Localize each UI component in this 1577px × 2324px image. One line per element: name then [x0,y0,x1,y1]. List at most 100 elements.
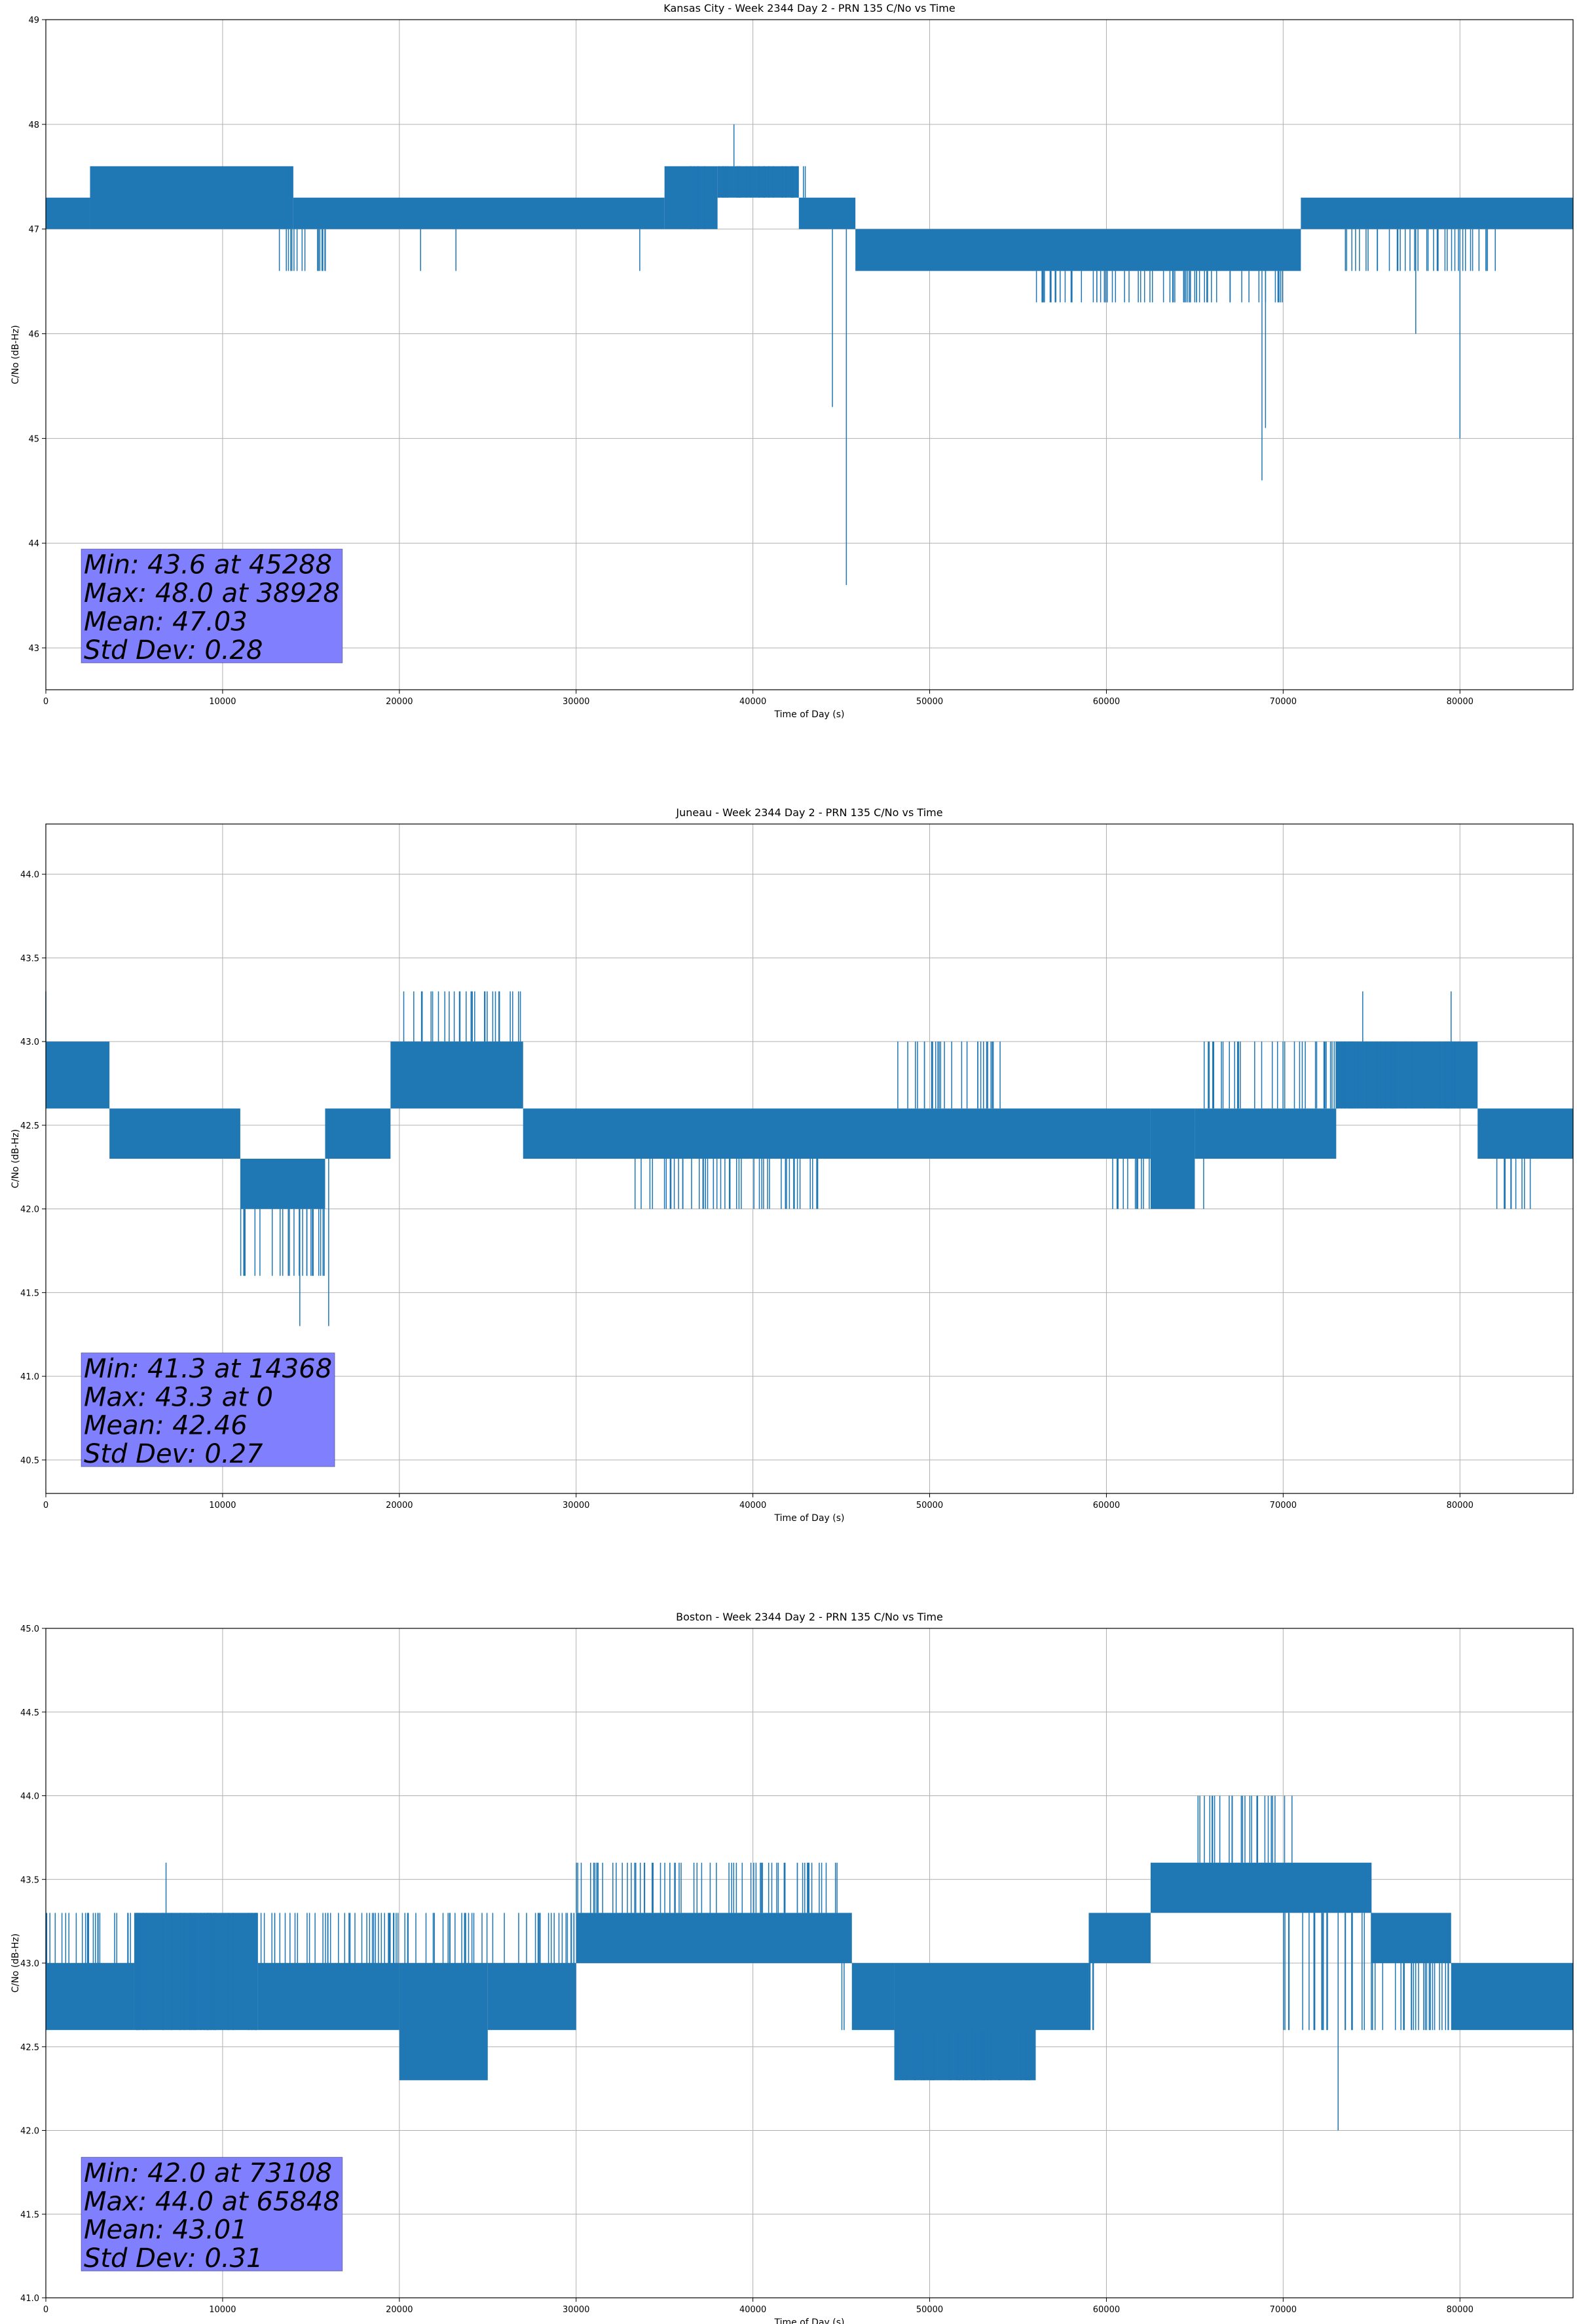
stats-min: Min: 43.6 at 45288 [84,550,332,580]
chart-panel-boston: Boston - Week 2344 Day 2 - PRN 135 C/No … [10,1611,1574,2324]
data-band [46,197,90,229]
x-tick-label: 60000 [1093,697,1120,707]
data-band [90,166,293,229]
data-excursions [1283,1913,1449,2031]
data-band [390,1041,523,1109]
data-excursions [897,1041,1001,1109]
x-tick-label: 20000 [386,1501,413,1510]
y-tick-label: 41.5 [20,2210,39,2220]
y-tick-label: 49 [28,16,39,26]
data-excursions [1496,1159,1531,1209]
x-tick-label: 20000 [386,697,413,707]
y-tick-label: 41.0 [20,1372,39,1382]
stats-std-dev: Std Dev: 0.28 [84,635,263,665]
chart-panel-kansas-city: Kansas City - Week 2344 Day 2 - PRN 135 … [10,2,1574,720]
data-band [855,229,1301,271]
ticks: 0 10000 20000 30000 40000 50000 60000 70000 8000… [20,1624,1474,2315]
y-tick-label: 45 [28,434,39,444]
x-tick-label: 30000 [563,2305,589,2315]
data-excursions [1035,271,1283,303]
ticks: 0 10000 20000 30000 40000 50000 60000 70000 8000… [28,16,1473,707]
data-excursions [1197,1795,1293,1863]
x-tick-label: 50000 [916,2305,943,2315]
data-band [240,1159,325,1209]
x-tick-label: 60000 [1093,1501,1120,1510]
plot-frame [45,823,1574,1494]
y-tick-label: 45.0 [20,1624,39,1634]
series-line [46,124,1573,586]
y-tick-label: 42.5 [20,1121,39,1131]
data-band [399,1963,488,2080]
series-line [46,1795,1573,2131]
data-excursions [576,1862,838,1913]
data-band [1195,1108,1337,1159]
y-tick-label: 44.5 [20,1708,39,1718]
chart-title: Boston - Week 2344 Day 2 - PRN 135 C/No … [676,1611,943,1623]
data-band [1301,197,1573,229]
y-tick-label: 41.5 [20,1288,39,1298]
x-tick-label: 0 [43,1501,48,1510]
stats-box [81,1352,335,1467]
x-tick-label: 10000 [209,697,236,707]
y-axis-label: C/No (dB-Hz) [10,325,21,384]
data-band [798,197,856,229]
x-axis-label: Time of Day (s) [774,1513,845,1524]
y-axis-label: C/No (dB-Hz) [10,1934,21,1993]
stats-box [81,2156,343,2272]
data-excursions [46,1913,575,2031]
data-band [523,1108,1151,1159]
plot-frame [45,19,1574,690]
x-tick-label: 70000 [1270,697,1297,707]
stats-max: Max: 48.0 at 38928 [84,578,340,609]
x-axis-label: Time of Day (s) [774,709,845,720]
stats-std-dev: Std Dev: 0.31 [84,2243,263,2274]
y-tick-label: 48 [28,121,39,130]
data-band [1150,1108,1195,1209]
x-tick-label: 80000 [1447,697,1474,707]
data-band [1150,1862,1372,1913]
data-excursions [1345,229,1496,271]
chart-title: Juneau - Week 2344 Day 2 - PRN 135 C/No … [675,806,942,819]
x-tick-label: 10000 [209,1501,236,1510]
x-tick-label: 20000 [386,2305,413,2315]
x-tick-label: 40000 [739,697,766,707]
stats-std-dev: Std Dev: 0.27 [84,1439,263,1469]
y-tick-label: 44.0 [20,1792,39,1802]
y-tick-label: 43.0 [20,1959,39,1969]
stats-max: Max: 43.3 at 0 [84,1382,273,1412]
stats-mean: Mean: 42.46 [84,1411,248,1441]
data-band [46,1963,134,2031]
x-tick-label: 70000 [1270,2305,1297,2315]
stats-mean: Mean: 43.01 [84,2215,248,2245]
x-tick-label: 40000 [739,2305,766,2315]
data-band [325,1108,391,1159]
data-band [1451,1963,1573,2031]
data-band [293,197,665,229]
stats-min: Min: 42.0 at 73108 [84,2158,332,2188]
x-tick-label: 50000 [916,697,943,707]
data-band [1035,1963,1089,2031]
x-tick-label: 0 [43,697,48,707]
y-tick-label: 42.0 [20,1205,39,1215]
x-tick-label: 40000 [739,1501,766,1510]
y-tick-label: 41.0 [20,2294,39,2304]
stats-max: Max: 44.0 at 65848 [84,2186,340,2217]
y-tick-label: 44.0 [20,871,39,880]
y-axis-label: C/No (dB-Hz) [10,1129,21,1188]
data-band [1088,1913,1151,1963]
chart-panel-juneau: Juneau - Week 2344 Day 2 - PRN 135 C/No … [10,806,1574,1524]
y-tick-label: 44 [28,539,39,549]
y-tick-label: 43.5 [20,1875,39,1885]
y-tick-label: 43 [28,644,39,654]
data-band [487,1963,576,2031]
data-band [46,1041,110,1109]
x-tick-label: 30000 [563,697,589,707]
chart-title: Kansas City - Week 2344 Day 2 - PRN 135 … [663,2,955,14]
stats-box [81,548,343,664]
x-tick-label: 50000 [916,1501,943,1510]
x-tick-label: 70000 [1270,1501,1297,1510]
data-band [109,1108,240,1159]
y-tick-label: 47 [28,225,39,235]
x-tick-label: 60000 [1093,2305,1120,2315]
